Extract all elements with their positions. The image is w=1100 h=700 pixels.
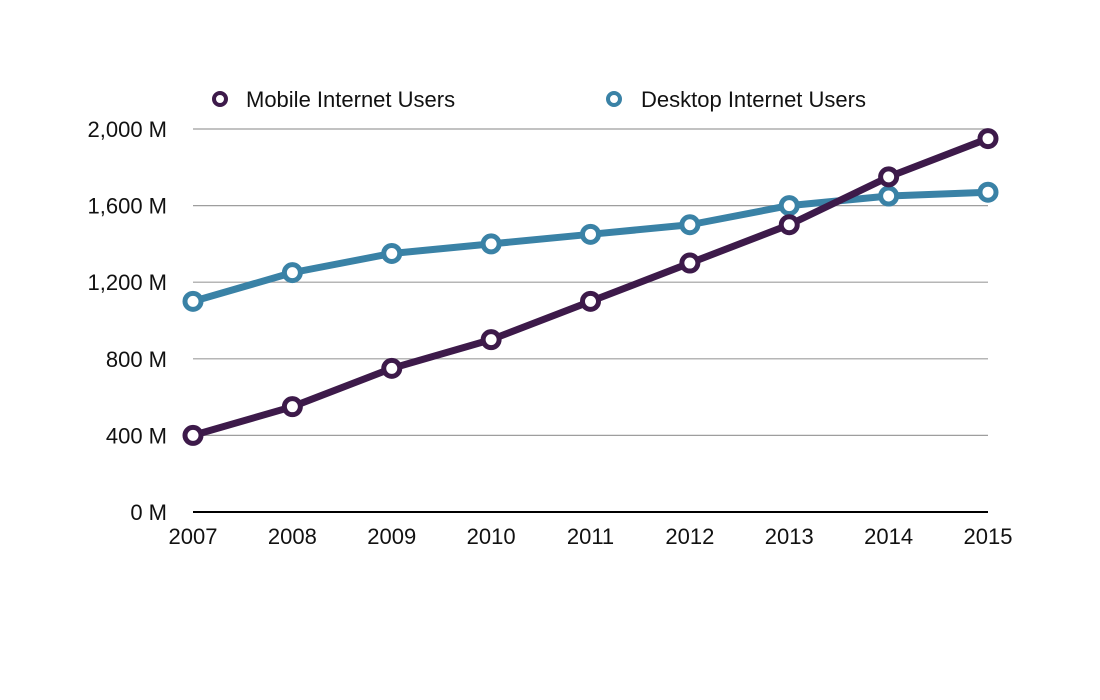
y-tick-label: 1,600 M (88, 194, 168, 219)
data-point-mobile (778, 214, 800, 236)
data-point-desktop (977, 181, 999, 203)
x-tick-label: 2010 (467, 524, 516, 549)
y-tick-label: 800 M (106, 347, 167, 372)
series-line-desktop (189, 188, 992, 305)
series-mobile (182, 128, 999, 446)
legend-label-desktop: Desktop Internet Users (641, 87, 866, 112)
data-point-mobile (281, 396, 303, 418)
x-tick-label: 2015 (964, 524, 1013, 549)
data-point-desktop (878, 185, 900, 207)
data-point-mobile (878, 166, 900, 188)
y-tick-label: 1,200 M (88, 270, 168, 295)
legend-item-desktop: Desktop Internet Users (606, 87, 866, 112)
data-point-mobile (381, 357, 403, 379)
data-point-desktop (182, 290, 204, 312)
x-tick-label: 2011 (567, 524, 614, 549)
legend: Mobile Internet Users Desktop Internet Us… (212, 87, 866, 112)
legend-item-mobile: Mobile Internet Users (212, 87, 455, 112)
legend-marker-desktop (606, 91, 622, 107)
data-point-mobile (679, 252, 701, 274)
x-tick-label: 2009 (367, 524, 416, 549)
x-tick-label: 2013 (765, 524, 814, 549)
legend-marker-mobile (212, 91, 228, 107)
data-point-mobile (580, 290, 601, 312)
data-point-mobile (977, 128, 999, 150)
gridlines (193, 128, 988, 436)
data-point-desktop (381, 242, 403, 264)
data-point-desktop (580, 223, 601, 245)
data-point-mobile (480, 329, 502, 351)
series-line-mobile (189, 135, 992, 439)
x-tick-label: 2014 (864, 524, 913, 549)
x-tick-label: 2012 (665, 524, 714, 549)
y-tick-label: 2,000 M (88, 117, 168, 142)
series-desktop (182, 181, 999, 312)
data-point-mobile (182, 424, 204, 446)
axes: 0 M 400 M 800 M 1,200 M 1,600 M 2,000 M 2007 20… (88, 117, 1013, 549)
data-point-desktop (281, 262, 303, 284)
data-point-desktop (480, 233, 502, 255)
data-point-desktop (679, 214, 701, 236)
legend-label-mobile: Mobile Internet Users (246, 87, 455, 112)
y-tick-label: 0 M (130, 500, 167, 525)
x-tick-label: 2008 (268, 524, 317, 549)
data-point-desktop (778, 195, 800, 217)
y-tick-label: 400 M (106, 423, 167, 448)
series-layer (182, 128, 999, 446)
x-tick-label: 2007 (169, 524, 218, 549)
